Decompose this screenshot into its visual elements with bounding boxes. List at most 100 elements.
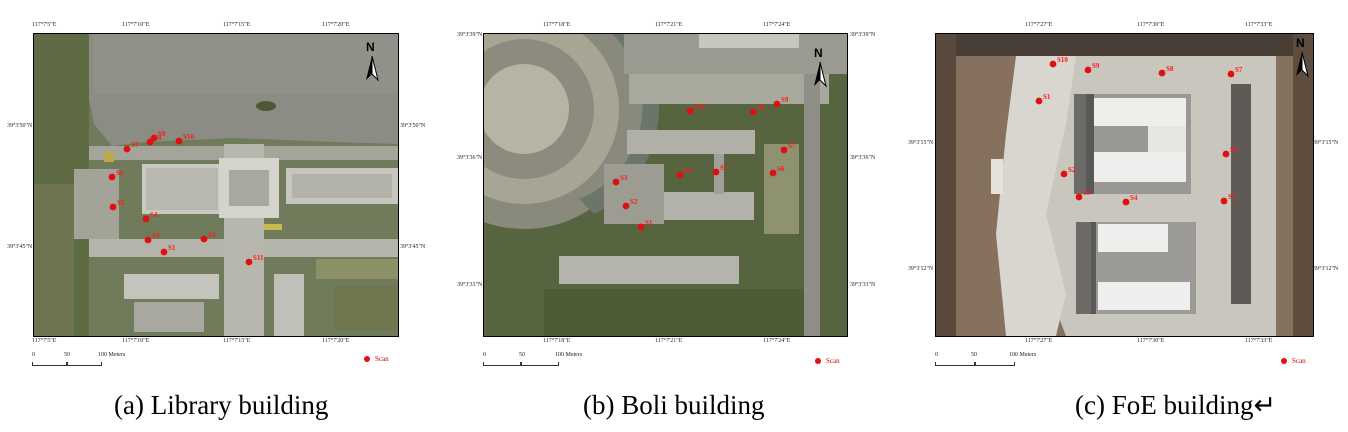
bottom-tick: 117°7'30"E [1137,338,1165,344]
top-tick: 117°7'18"E [543,22,571,28]
svg-text:S7: S7 [131,141,139,149]
north-arrow: N [810,46,830,88]
svg-text:S2: S2 [208,231,216,239]
right-tick: 39°3'12"N [1313,266,1339,272]
svg-text:S6: S6 [116,169,124,177]
scan-point: S10 [1049,56,1068,68]
panel-library: 117°7'5"E 117°7'10"E 117°7'15"E 117°7'20… [0,0,425,432]
panel-boli: 117°7'18"E 117°7'21"E 117°7'24"E 39°3'39… [455,0,875,432]
left-tick: 39°3'45"N [7,244,33,250]
scan-point: S2 [1060,166,1076,178]
scan-point: S6 [1222,146,1238,158]
scan-point: S8 [749,104,765,116]
top-tick: 117°7'15"E [223,22,251,28]
scan-point: S8 [1158,65,1174,77]
svg-text:S7: S7 [1235,66,1243,74]
top-tick: 117°7'5"E [32,22,57,28]
svg-text:S4: S4 [1130,194,1138,202]
scan-point: S1 [1035,93,1051,105]
svg-text:S8: S8 [154,134,162,142]
scan-layer-boli: S1 S2 S3 S4 S5 S6 S7 S8 S9 S10 [612,96,796,231]
svg-text:S3: S3 [152,232,160,240]
right-tick: 39°3'45"N [400,244,426,250]
map-frame-foe: S1 S2 S3 S4 S5 S6 S7 S8 S9 S10 N [935,33,1314,337]
top-tick: 117°7'33"E [1245,22,1273,28]
left-tick: 39°3'39"N [457,32,483,38]
right-tick: 39°3'33"N [850,282,876,288]
svg-text:S6: S6 [777,165,785,173]
scan-point: S3 [144,232,160,244]
right-tick: 39°3'36"N [850,155,876,161]
left-tick: 39°3'33"N [457,282,483,288]
scan-point: S4 [1122,194,1138,206]
svg-text:S2: S2 [630,198,638,206]
scan-point: S5 [712,164,728,176]
left-tick: 39°3'50"N [7,123,33,129]
legend: Scan [1281,357,1306,365]
scan-layer-foe: S1 S2 S3 S4 S5 S6 S7 S8 S9 S10 [1035,56,1243,206]
scan-point: S4 [142,211,158,223]
bottom-tick: 117°7'21"E [655,338,683,344]
scan-point: S6 [769,165,785,177]
satellite-map-library [34,34,398,336]
svg-text:S7: S7 [788,142,796,150]
bottom-tick: 117°7'27"E [1025,338,1053,344]
legend: Scan [815,357,840,365]
scan-legend-icon [1281,358,1287,365]
scan-point: S10 [175,133,194,145]
right-tick: 39°3'15"N [1313,140,1339,146]
bottom-tick: 117°7'15"E [223,338,251,344]
north-arrow-icon [366,55,379,82]
scan-point: S9 [1084,62,1100,74]
bottom-tick: 117°7'18"E [543,338,571,344]
bottom-tick: 117°7'10"E [122,338,150,344]
scan-point: S11 [245,254,264,266]
svg-text:S5: S5 [117,199,125,207]
svg-text:S3: S3 [1083,189,1091,197]
svg-text:S6: S6 [1230,146,1238,154]
satellite-map-foe [936,34,1313,336]
svg-text:S8: S8 [757,104,765,112]
left-tick: 39°3'15"N [908,140,934,146]
svg-text:S10: S10 [183,133,194,141]
scale-bar: 0 50 100 Meters [32,352,125,370]
svg-text:S9: S9 [158,130,166,138]
north-arrow: N [1292,36,1312,78]
svg-text:S1: S1 [168,244,176,252]
top-tick: 117°7'20"E [322,22,350,28]
svg-text:S8: S8 [1166,65,1174,73]
scan-point: S7 [1227,66,1243,78]
top-tick: 117°7'21"E [655,22,683,28]
scan-point: S7 [123,141,139,153]
scan-point: S4 [676,167,692,179]
top-tick: 117°7'24"E [763,22,791,28]
scan-point: S10 [686,103,705,115]
bottom-tick: 117°7'20"E [322,338,350,344]
svg-text:S1: S1 [645,219,653,227]
svg-text:S1: S1 [1043,93,1051,101]
svg-text:S10: S10 [1057,56,1068,64]
scan-point: S5 [1220,193,1236,205]
north-arrow-icon [814,61,827,88]
scan-legend-icon [815,358,821,365]
map-frame-library: S1 S2 S3 S4 S5 S6 S7 S8 S9 S10 S11 N [33,33,399,337]
svg-text:S4: S4 [150,211,158,219]
map-frame-boli: S1 S2 S3 S4 S5 S6 S7 S8 S9 S10 N [483,33,848,337]
top-tick: 117°7'10"E [122,22,150,28]
svg-text:S9: S9 [1092,62,1100,70]
svg-text:S2: S2 [1068,166,1076,174]
scan-point: S9 [150,130,166,142]
caption: (a) Library building [114,390,329,420]
top-tick: 117°7'30"E [1137,22,1165,28]
svg-text:S5: S5 [720,164,728,172]
scan-point: S5 [109,199,125,211]
svg-text:S9: S9 [781,96,789,104]
satellite-map-boli [484,34,847,336]
caption: (c) FoE building↵ [1075,390,1277,420]
svg-text:S5: S5 [1228,193,1236,201]
scan-point: S9 [773,96,789,108]
scan-point: S2 [200,231,216,243]
bottom-tick: 117°7'5"E [32,338,57,344]
scan-point: S1 [637,219,653,231]
north-arrow-icon [1296,51,1309,78]
